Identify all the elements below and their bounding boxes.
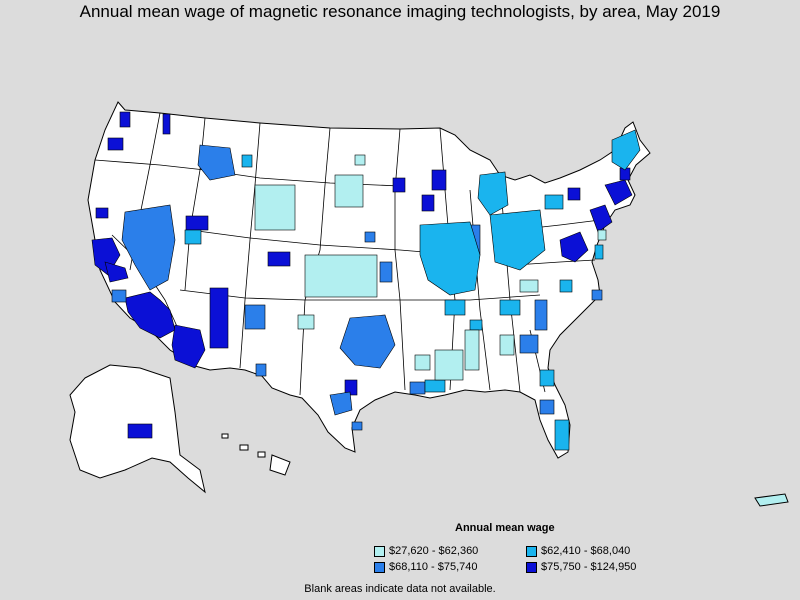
legend-label: $62,410 - $68,040 — [541, 545, 631, 557]
blank-areas-note: Blank areas indicate data not available. — [304, 583, 496, 595]
legend-swatch — [526, 561, 537, 573]
wage-areas — [91, 111, 641, 451]
puerto-rico — [754, 493, 789, 507]
legend-swatch — [526, 545, 537, 557]
legend-item-tier1: $27,620 - $62,360 — [374, 545, 478, 557]
legend-item-tier2: $62,410 - $68,040 — [526, 545, 630, 557]
legend-item-tier3: $68,110 - $75,740 — [374, 561, 477, 573]
legend-label: $75,750 - $124,950 — [541, 561, 637, 573]
hawaii-islands — [221, 433, 291, 476]
legend-swatch — [374, 561, 385, 573]
legend-title: Annual mean wage — [455, 522, 555, 534]
legend-swatch — [374, 545, 385, 557]
map-title: Annual mean wage of magnetic resonance i… — [79, 2, 721, 21]
legend-item-tier4: $75,750 - $124,950 — [526, 561, 636, 573]
legend-label: $27,620 - $62,360 — [389, 545, 479, 557]
legend-label: $68,110 - $75,740 — [389, 561, 478, 573]
